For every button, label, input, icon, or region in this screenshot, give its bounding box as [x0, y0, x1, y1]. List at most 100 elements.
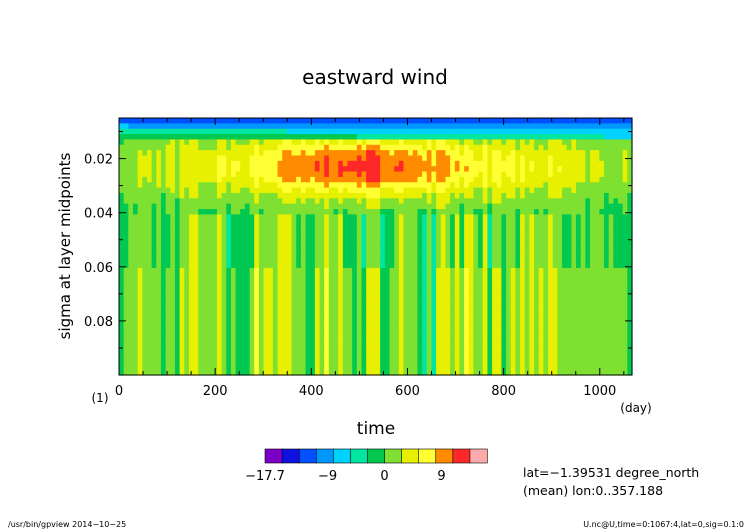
heatmap-cell	[314, 278, 321, 285]
heatmap-cell	[426, 198, 433, 205]
heatmap-cell	[179, 262, 185, 269]
heatmap-cell	[244, 278, 251, 285]
heatmap-cell	[300, 337, 307, 344]
heatmap-cell	[300, 353, 307, 360]
heatmap-cell	[347, 241, 353, 248]
heatmap-cell	[538, 166, 544, 173]
heatmap-cell	[184, 155, 190, 162]
heatmap-cell	[478, 144, 484, 151]
heatmap-cell	[352, 235, 358, 242]
heatmap-cell	[254, 305, 260, 312]
heatmap-cell	[562, 273, 568, 280]
heatmap-cell	[132, 118, 139, 124]
heatmap-cell	[599, 289, 605, 296]
heatmap-cell	[174, 150, 181, 157]
heatmap-cell	[165, 214, 171, 221]
heatmap-cell	[165, 300, 171, 306]
heatmap-cell	[272, 310, 279, 317]
heatmap-cell	[198, 321, 204, 328]
heatmap-cell	[440, 369, 447, 376]
heatmap-cell	[557, 187, 563, 194]
heatmap-cell	[286, 267, 293, 274]
heatmap-cell	[585, 321, 591, 328]
heatmap-cell	[571, 214, 577, 221]
heatmap-cell	[566, 358, 572, 365]
heatmap-cell	[235, 273, 241, 280]
heatmap-cell	[123, 134, 129, 141]
heatmap-cell	[459, 273, 465, 280]
heatmap-cell	[384, 310, 391, 317]
heatmap-cell	[310, 321, 316, 328]
heatmap-cell	[249, 257, 255, 264]
heatmap-cell	[403, 123, 409, 130]
heatmap-cell	[193, 150, 199, 157]
heatmap-cell	[305, 294, 311, 301]
heatmap-cell	[324, 278, 330, 285]
heatmap-cell	[510, 235, 517, 242]
heatmap-cell	[165, 278, 171, 285]
heatmap-cell	[529, 321, 535, 328]
heatmap-cell	[263, 198, 269, 205]
heatmap-cell	[165, 369, 171, 376]
heatmap-cell	[132, 176, 139, 183]
heatmap-cell	[342, 150, 349, 157]
heatmap-cell	[314, 118, 321, 124]
heatmap-cell	[193, 262, 199, 269]
heatmap-cell	[184, 342, 190, 349]
heatmap-cell	[473, 118, 479, 124]
heatmap-cell	[324, 230, 330, 237]
heatmap-cell	[179, 337, 185, 344]
heatmap-cell	[576, 364, 582, 371]
heatmap-cell	[543, 198, 549, 205]
heatmap-cell	[277, 182, 283, 189]
heatmap-cell	[347, 353, 353, 360]
heatmap-cell	[119, 348, 125, 355]
heatmap-cell	[132, 267, 139, 274]
heatmap-cell	[338, 273, 344, 280]
heatmap-cell	[338, 278, 344, 285]
heatmap-cell	[529, 358, 535, 365]
heatmap-cell	[366, 337, 372, 344]
heatmap-cell	[464, 235, 470, 242]
heatmap-cell	[324, 262, 330, 269]
heatmap-cell	[590, 358, 596, 365]
heatmap-cell	[254, 353, 260, 360]
heatmap-cell	[165, 209, 171, 215]
heatmap-cell	[212, 171, 218, 178]
heatmap-cell	[501, 337, 507, 344]
heatmap-cell	[184, 278, 190, 285]
heatmap-cell	[478, 166, 484, 173]
heatmap-cell	[571, 209, 577, 215]
heatmap-cell	[296, 267, 302, 274]
heatmap-cell	[282, 155, 288, 162]
heatmap-cell	[352, 225, 358, 232]
heatmap-cell	[562, 337, 568, 344]
heatmap-cell	[244, 192, 251, 199]
heatmap-cell	[174, 139, 181, 146]
heatmap-cell	[515, 278, 521, 285]
heatmap-cell	[538, 310, 544, 317]
heatmap-cell	[440, 332, 447, 339]
heatmap-cell	[548, 128, 554, 135]
heatmap-cell	[249, 187, 255, 194]
heatmap-cell	[333, 176, 339, 183]
heatmap-cell	[548, 300, 554, 306]
heatmap-cell	[198, 225, 204, 232]
heatmap-cell	[123, 209, 129, 215]
heatmap-cell	[389, 305, 395, 312]
heatmap-cell	[305, 166, 311, 173]
heatmap-cell	[375, 358, 381, 365]
heatmap-cell	[254, 283, 260, 290]
heatmap-cell	[137, 160, 143, 167]
heatmap-cell	[314, 332, 321, 339]
heatmap-cell	[212, 182, 218, 189]
heatmap-cell	[338, 214, 344, 221]
heatmap-cell	[492, 358, 498, 365]
heatmap-cell	[258, 364, 265, 371]
heatmap-cell	[347, 150, 353, 157]
heatmap-cell	[496, 305, 503, 312]
heatmap-cell	[244, 128, 251, 135]
heatmap-cell	[226, 294, 232, 301]
heatmap-cell	[412, 289, 419, 296]
heatmap-cell	[254, 316, 260, 323]
